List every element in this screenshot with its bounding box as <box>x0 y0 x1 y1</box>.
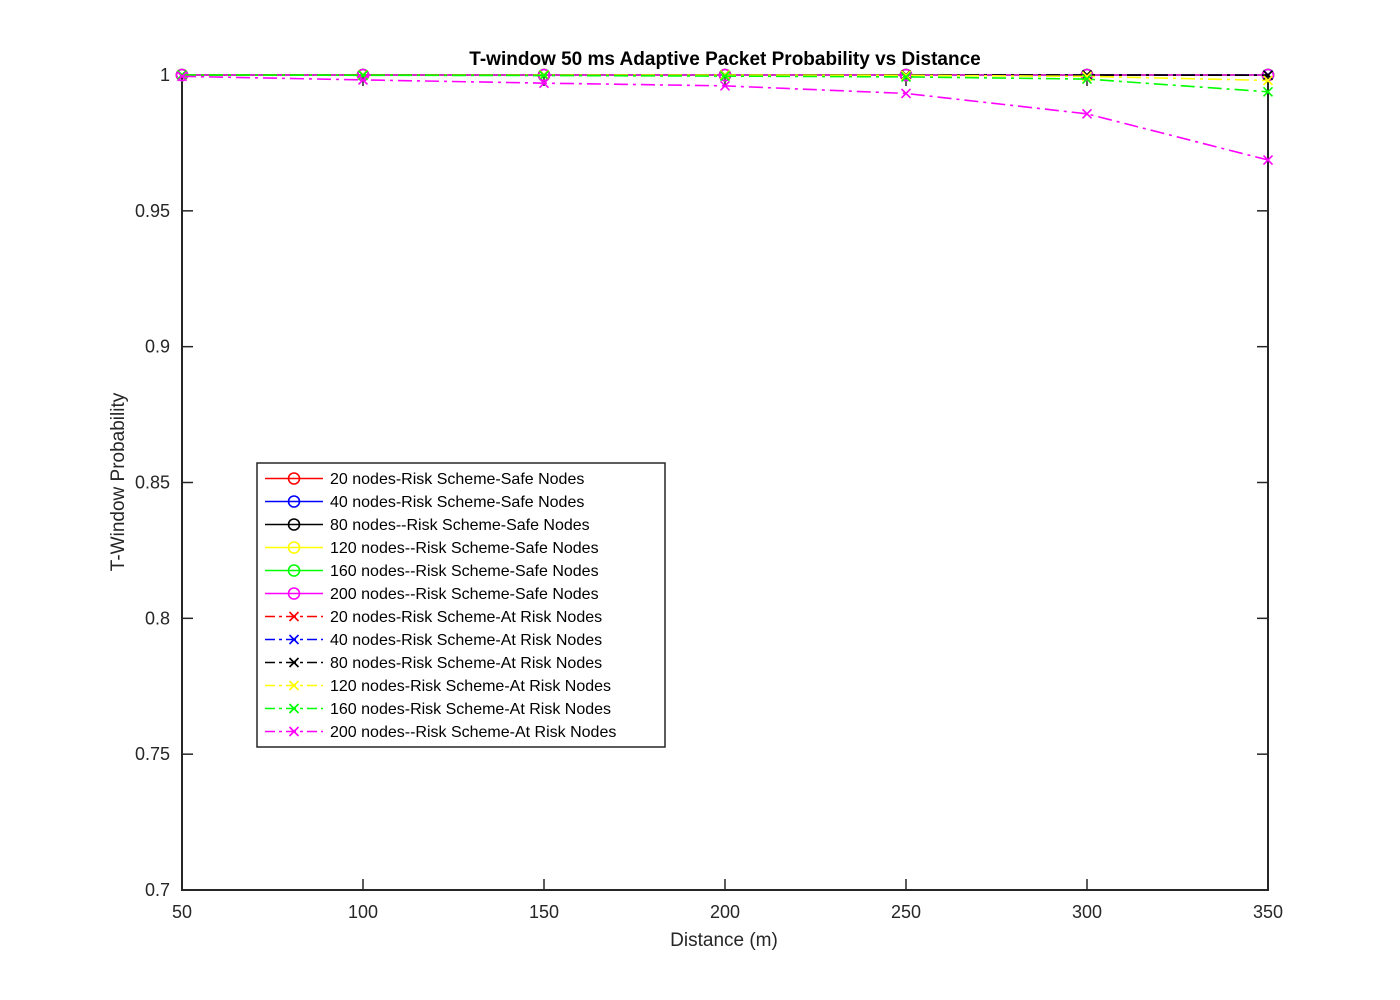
data-point <box>288 680 300 691</box>
legend: 20 nodes-Risk Scheme-Safe Nodes 40 nodes-… <box>256 462 666 748</box>
legend-item: 80 nodes--Risk Scheme-Safe Nodes <box>265 517 590 534</box>
y-tick-label: 0.75 <box>135 744 170 764</box>
data-point <box>1081 108 1093 119</box>
legend-label: 160 nodes-Risk Scheme-At Risk Nodes <box>330 701 611 718</box>
legend-item: 20 nodes-Risk Scheme-At Risk Nodes <box>265 609 602 626</box>
x-tick-label: 50 <box>172 902 192 922</box>
data-point <box>287 472 301 485</box>
data-point <box>538 70 550 81</box>
legend-item: 20 nodes-Risk Scheme-Safe Nodes <box>265 471 584 488</box>
data-point <box>357 70 369 81</box>
data-point <box>288 634 300 645</box>
series-12 <box>176 71 1274 166</box>
data-point <box>287 587 301 600</box>
y-axis-label: T-Window Probability <box>108 392 129 571</box>
legend-item: 160 nodes-Risk Scheme-At Risk Nodes <box>265 701 611 718</box>
data-point <box>288 611 300 622</box>
legend-label: 20 nodes-Risk Scheme-At Risk Nodes <box>330 609 602 626</box>
data-point <box>176 69 188 81</box>
legend-label: 160 nodes--Risk Scheme-Safe Nodes <box>330 563 599 580</box>
legend-item: 80 nodes-Risk Scheme-At Risk Nodes <box>265 655 602 672</box>
data-point <box>900 70 912 81</box>
legend-item: 40 nodes-Risk Scheme-At Risk Nodes <box>265 632 602 649</box>
legend-item: 160 nodes--Risk Scheme-Safe Nodes <box>265 563 599 580</box>
legend-item: 120 nodes-Risk Scheme-At Risk Nodes <box>265 678 611 695</box>
x-axis-label: Distance (m) <box>670 930 778 951</box>
x-tick-label: 100 <box>348 902 378 922</box>
data-point <box>176 71 188 82</box>
data-point <box>538 78 550 89</box>
legend-label: 80 nodes--Risk Scheme-Safe Nodes <box>330 517 590 534</box>
legend-label: 40 nodes-Risk Scheme-At Risk Nodes <box>330 632 602 649</box>
legend-box <box>256 462 666 748</box>
x-tick-label: 350 <box>1253 902 1283 922</box>
x-tick-label: 150 <box>529 902 559 922</box>
data-point <box>287 518 301 531</box>
data-point <box>719 71 731 82</box>
data-point <box>900 71 912 82</box>
data-point <box>287 495 301 508</box>
legend-label: 200 nodes--Risk Scheme-At Risk Nodes <box>330 724 616 741</box>
legend-label: 120 nodes--Risk Scheme-Safe Nodes <box>330 540 599 557</box>
x-tick-label: 300 <box>1072 902 1102 922</box>
legend-label: 40 nodes-Risk Scheme-Safe Nodes <box>330 494 584 511</box>
legend-item: 120 nodes--Risk Scheme-Safe Nodes <box>265 540 599 557</box>
y-tick-label: 0.9 <box>145 337 170 357</box>
legend-label: 120 nodes-Risk Scheme-At Risk Nodes <box>330 678 611 695</box>
data-point <box>1262 154 1274 166</box>
data-point <box>288 726 300 737</box>
data-point <box>287 541 301 554</box>
data-point <box>1081 69 1093 81</box>
data-point <box>900 88 912 99</box>
series-11 <box>176 69 1274 97</box>
chart-title: T-window 50 ms Adaptive Packet Probabili… <box>469 49 980 70</box>
data-point <box>288 703 300 714</box>
data-point <box>1081 74 1093 85</box>
y-tick-label: 0.95 <box>135 201 170 221</box>
y-tick-label: 0.8 <box>145 608 170 628</box>
data-point <box>1262 86 1274 97</box>
legend-item: 200 nodes--Risk Scheme-Safe Nodes <box>265 586 599 603</box>
legend-label: 20 nodes-Risk Scheme-Safe Nodes <box>330 471 584 488</box>
y-tick-label: 0.85 <box>135 473 170 493</box>
legend-label: 80 nodes-Risk Scheme-At Risk Nodes <box>330 655 602 672</box>
data-point <box>1262 75 1274 86</box>
legend-item: 40 nodes-Risk Scheme-Safe Nodes <box>265 494 584 511</box>
x-tick-label: 200 <box>710 902 740 922</box>
data-point <box>288 657 300 668</box>
legend-item: 200 nodes--Risk Scheme-At Risk Nodes <box>265 724 616 741</box>
data-point <box>357 74 369 85</box>
x-tick-label: 250 <box>891 902 921 922</box>
y-tick-label: 1 <box>160 65 170 85</box>
y-tick-label: 0.7 <box>145 880 170 900</box>
legend-label: 200 nodes--Risk Scheme-Safe Nodes <box>330 586 599 603</box>
data-point <box>287 564 301 577</box>
data-point <box>719 80 731 91</box>
